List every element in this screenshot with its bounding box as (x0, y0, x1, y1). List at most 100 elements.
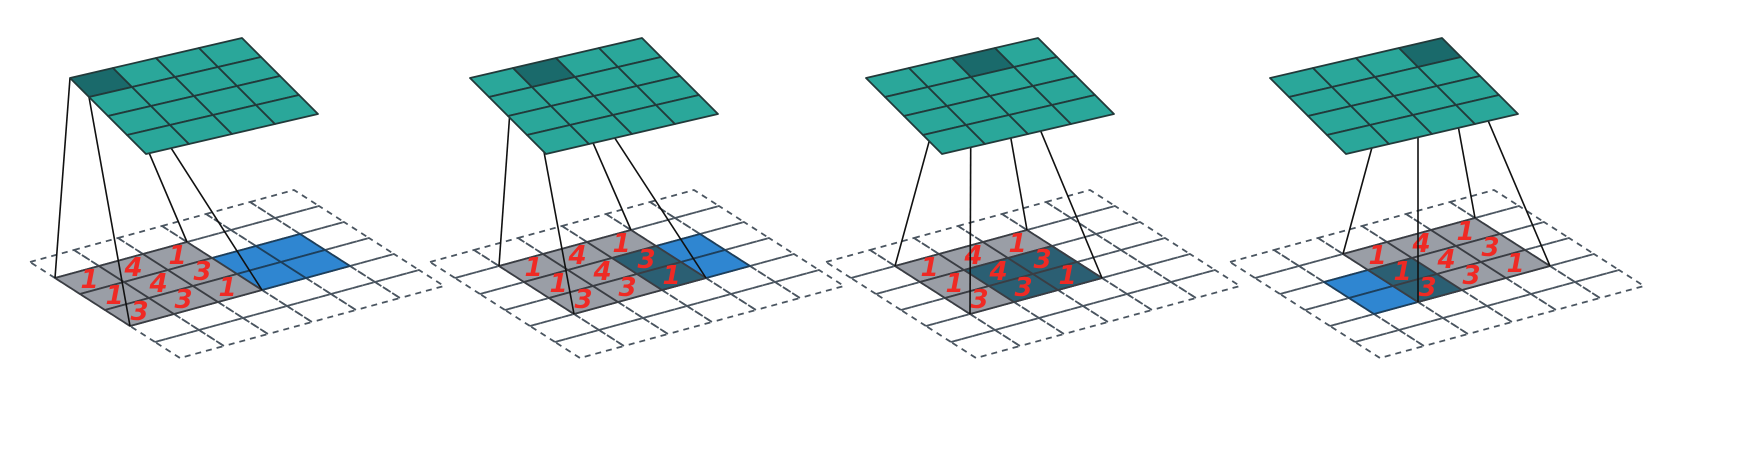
input-grid-cell (749, 253, 820, 283)
input-grid-cell (1126, 281, 1197, 311)
output-grid (469, 37, 719, 155)
kernel-digit: 4 (1411, 229, 1430, 259)
input-grid-cell (1273, 237, 1344, 267)
kernel-digit: 3 (193, 257, 211, 287)
input-grid-cell (1101, 265, 1172, 295)
kernel-digit: 3 (574, 285, 592, 315)
step-panel-1: 1 4 11 4 33 3 1 (29, 37, 445, 359)
kernel-digit: 1 (612, 229, 630, 259)
input-grid-cell (598, 317, 669, 347)
input-grid-cell (1329, 313, 1400, 343)
kernel-digit: 1 (662, 261, 680, 291)
input-grid-cell (950, 329, 1021, 359)
kernel-digit: 4 (1436, 245, 1455, 275)
kernel-digit: 3 (970, 285, 988, 315)
input-grid-cell (774, 269, 845, 299)
input-grid-cell (1398, 317, 1469, 347)
input-grid-cell (674, 205, 745, 235)
kernel-digit: 3 (1481, 233, 1499, 263)
kernel-digit: 1 (105, 281, 123, 311)
input-grid-cell (274, 205, 345, 235)
input-grid-cell (1145, 253, 1216, 283)
input-grid-cell (161, 213, 232, 243)
kernel-digit: 3 (1418, 273, 1436, 303)
input-grid-cell (1001, 201, 1072, 231)
input-grid-cell (730, 281, 801, 311)
kernel-patch (498, 229, 707, 315)
input-grid-cell (1254, 265, 1325, 295)
output-cell (255, 94, 319, 125)
kernel-digit: 1 (1368, 241, 1386, 271)
input-grid-cell (429, 249, 500, 279)
input-grid-cell (198, 317, 269, 347)
input-grid-cell (1082, 293, 1153, 323)
input-grid-cell (925, 313, 996, 343)
input-grid-cell (1229, 249, 1300, 279)
kernel-digit: 1 (524, 253, 542, 283)
input-grid-cell (1045, 189, 1116, 219)
kernel-patch (1342, 217, 1551, 303)
kernel-digit: 1 (1393, 257, 1411, 287)
input-grid-cell (1095, 221, 1166, 251)
output-cell (1051, 94, 1115, 125)
input-grid-cell (1354, 329, 1425, 359)
input-grid-cell (642, 305, 713, 335)
kernel-digit: 4 (592, 257, 611, 287)
output-grid (865, 37, 1115, 155)
kernel-digit: 3 (1462, 261, 1480, 291)
input-grid-cell (554, 329, 625, 359)
kernel-digit: 4 (567, 241, 586, 271)
input-grid-cell (205, 201, 276, 231)
projection-line (88, 96, 131, 327)
input-grid-cell (994, 317, 1065, 347)
step-panel-4: 1 4 11 4 33 3 1 (1229, 37, 1645, 359)
input-grid-cell (649, 189, 720, 219)
kernel-digit: 1 (168, 241, 186, 271)
kernel-digit: 1 (920, 253, 938, 283)
input-grid-cell (242, 305, 313, 335)
input-grid-cell (154, 329, 225, 359)
kernel-patch (54, 241, 263, 327)
output-grid (69, 37, 319, 155)
input-block-cell (280, 249, 351, 279)
input-grid-cell (330, 281, 401, 311)
kernel-digit: 3 (618, 273, 636, 303)
input-grid-cell (1549, 253, 1620, 283)
kernel-digit: 1 (1506, 249, 1524, 279)
input-grid-cell (1530, 281, 1601, 311)
kernel-digit: 3 (174, 285, 192, 315)
input-grid-cell (1442, 305, 1513, 335)
kernel-digit: 3 (1033, 245, 1051, 275)
step-panel-2: 1 4 11 4 33 3 1 (429, 37, 845, 359)
kernel-digit: 1 (80, 265, 98, 295)
input-grid-cell (1486, 293, 1557, 323)
kernel-digit: 1 (1456, 217, 1474, 247)
kernel-digit: 3 (637, 245, 655, 275)
input-grid-cell (529, 313, 600, 343)
kernel-digit: 1 (945, 269, 963, 299)
kernel-digit: 3 (1014, 273, 1032, 303)
input-grid-cell (1038, 305, 1109, 335)
input-grid-cell (1170, 269, 1241, 299)
output-grid (1269, 37, 1519, 155)
input-grid-cell (1449, 189, 1520, 219)
kernel-digit: 1 (218, 273, 236, 303)
input-grid-cell (349, 253, 420, 283)
step-panel-3: 1 4 11 4 33 3 1 (825, 37, 1241, 359)
output-cell (655, 94, 719, 125)
kernel-digit: 1 (549, 269, 567, 299)
kernel-digit: 3 (130, 297, 148, 327)
kernel-digit: 1 (1008, 229, 1026, 259)
projection-line (54, 77, 71, 279)
input-block (211, 233, 351, 291)
input-grid-cell (686, 293, 757, 323)
input-grid-cell (825, 249, 896, 279)
output-cell (1455, 94, 1519, 125)
input-grid-cell (249, 189, 320, 219)
kernel-digit: 4 (988, 257, 1007, 287)
kernel-digit: 4 (148, 269, 167, 299)
input-grid-cell (1120, 237, 1191, 267)
kernel-digit: 1 (1058, 261, 1076, 291)
